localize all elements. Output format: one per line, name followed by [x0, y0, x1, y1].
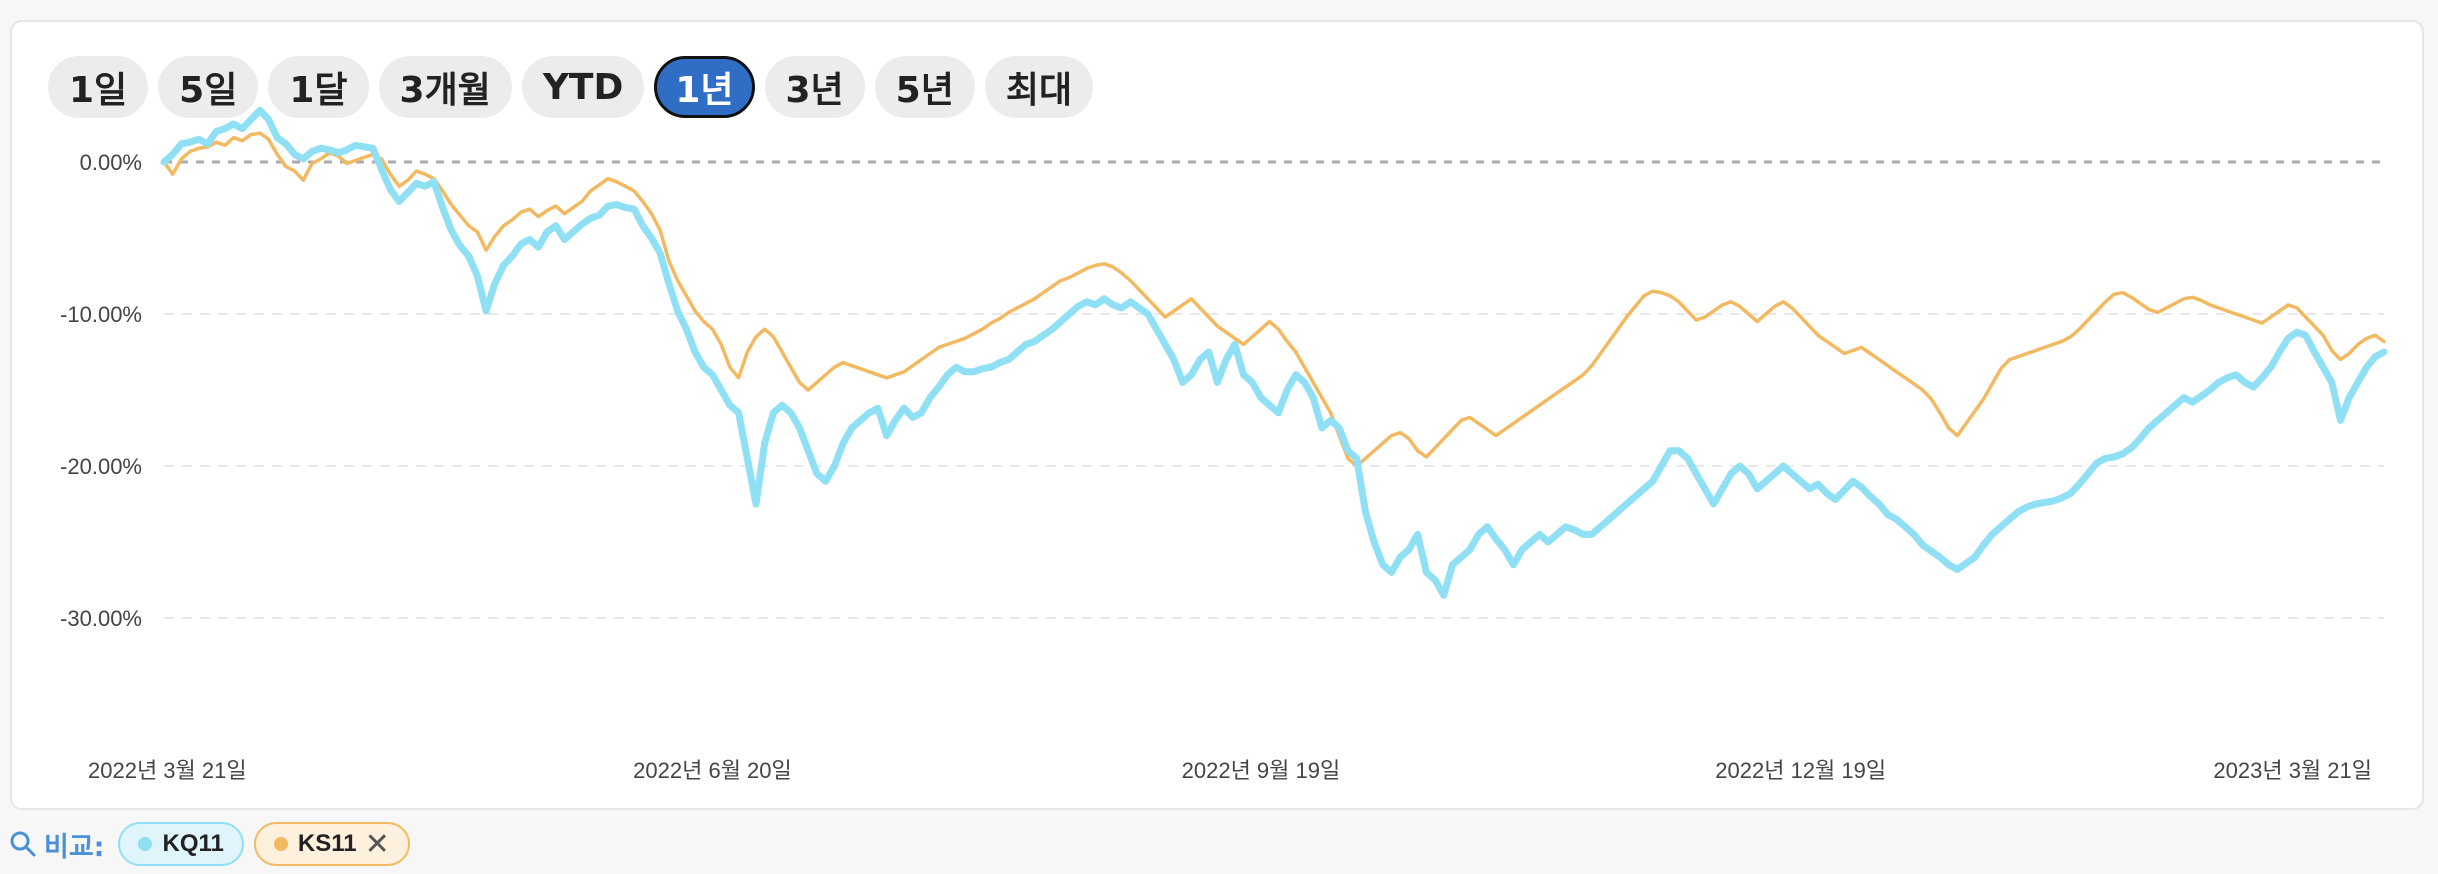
y-tick-label: -10.00% [60, 302, 142, 327]
compare-label: 비교: [8, 825, 104, 864]
range-button[interactable]: 1달 [268, 56, 369, 118]
y-tick-label: -20.00% [60, 454, 142, 479]
ks11-chip-label: KS11 [297, 830, 357, 857]
range-button[interactable]: 3년 [764, 56, 865, 118]
x-tick-label: 2022년 12월 19일 [1715, 758, 1886, 783]
x-tick-label: 2022년 9월 19일 [1182, 758, 1341, 783]
range-button[interactable]: 최대 [984, 56, 1094, 118]
chart-panel: 1일 5일 1달 3개월 YTD 1년 3년 5년 최대 0.00% -10.00% -20.00%… [10, 20, 2424, 810]
range-button[interactable]: 1일 [48, 56, 149, 118]
series-line-kq11 [160, 106, 2388, 599]
range-selector: 1일 5일 1달 3개월 YTD 1년 3년 5년 최대 [48, 56, 1094, 118]
performance-chart: 0.00% -10.00% -20.00% -30.00% 2022년 3월 21일 2… [60, 106, 2388, 783]
search-icon[interactable] [8, 829, 38, 859]
range-button[interactable]: 5일 [158, 56, 259, 118]
series-line-ks11 [162, 131, 2386, 468]
compare-chip-kq11[interactable]: KQ11 [118, 822, 244, 866]
ks11-color-dot [273, 837, 288, 851]
x-tick-label: 2022년 3월 21일 [88, 758, 247, 783]
x-tick-label: 2022년 6월 20일 [633, 758, 792, 783]
close-icon[interactable]: ✕ [364, 827, 390, 861]
y-tick-label: -30.00% [60, 606, 142, 631]
x-tick-label: 2023년 3월 21일 [2213, 758, 2372, 783]
range-button[interactable]: 5년 [874, 56, 975, 118]
range-button[interactable]: 1년 [654, 56, 755, 118]
compare-chip-ks11[interactable]: KS11 ✕ [253, 822, 410, 866]
compare-bar: 비교: KQ11 KS11 ✕ [8, 820, 420, 868]
range-button[interactable]: 3개월 [378, 56, 512, 118]
compare-label-text: 비교: [44, 831, 105, 863]
kq11-color-dot [138, 837, 153, 851]
range-button[interactable]: YTD [521, 56, 645, 118]
kq11-chip-label: KQ11 [162, 830, 224, 857]
y-tick-label: 0.00% [80, 150, 142, 175]
